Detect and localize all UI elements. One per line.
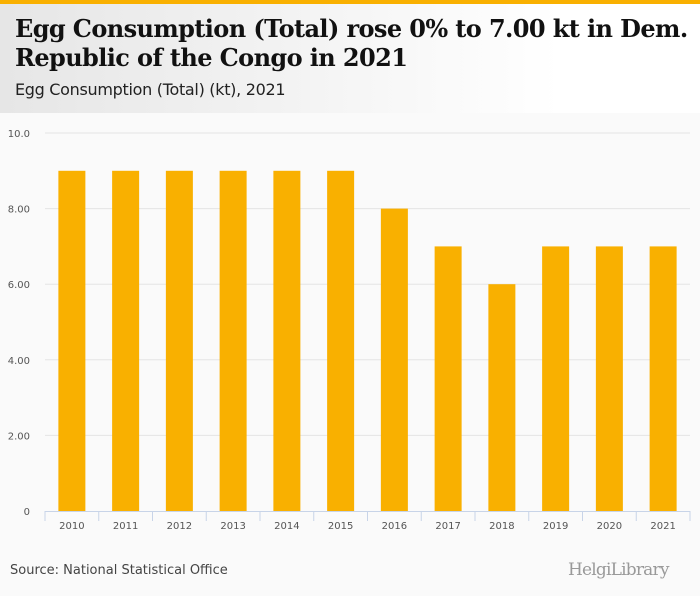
bar [542, 246, 570, 511]
x-tick-label: 2021 [650, 521, 675, 532]
x-tick-label: 2018 [489, 521, 514, 532]
x-tick-label: 2019 [543, 521, 568, 532]
bar [165, 170, 193, 512]
x-tick-label: 2017 [435, 521, 460, 532]
bar [327, 170, 355, 512]
x-tick-label: 2011 [113, 521, 138, 532]
x-tick-label: 2020 [597, 521, 622, 532]
y-tick-label: 8.00 [8, 205, 30, 216]
x-tick-label: 2013 [220, 521, 245, 532]
y-tick-label: 4.00 [8, 356, 30, 367]
bar [58, 170, 86, 512]
logo-text: HelgiLibrary [568, 560, 669, 580]
x-tick-label: 2010 [59, 521, 84, 532]
bar [434, 246, 462, 511]
bar [273, 170, 301, 512]
helgi-library-logo[interactable]: HelgiLibrary [568, 560, 669, 580]
bar [219, 170, 247, 512]
bar [595, 246, 623, 511]
bar [380, 208, 408, 511]
page-title: Egg Consumption (Total) rose 0% to 7.00 … [15, 14, 688, 72]
source-note: Source: National Statistical Office [10, 563, 228, 578]
y-tick-label: 10.0 [8, 129, 30, 140]
y-tick-label: 2.00 [8, 431, 30, 442]
accent-bar [0, 0, 700, 4]
y-tick-label: 6.00 [8, 280, 30, 291]
x-tick-label: 2015 [328, 521, 353, 532]
header [0, 4, 700, 113]
x-tick-label: 2014 [274, 521, 299, 532]
bar [649, 246, 677, 511]
bar [112, 170, 140, 512]
x-tick-label: 2016 [382, 521, 407, 532]
chart-subtitle: Egg Consumption (Total) (kt), 2021 [15, 80, 286, 99]
bar [488, 284, 516, 511]
x-tick-label: 2012 [167, 521, 192, 532]
y-tick-label: 0 [24, 507, 30, 518]
